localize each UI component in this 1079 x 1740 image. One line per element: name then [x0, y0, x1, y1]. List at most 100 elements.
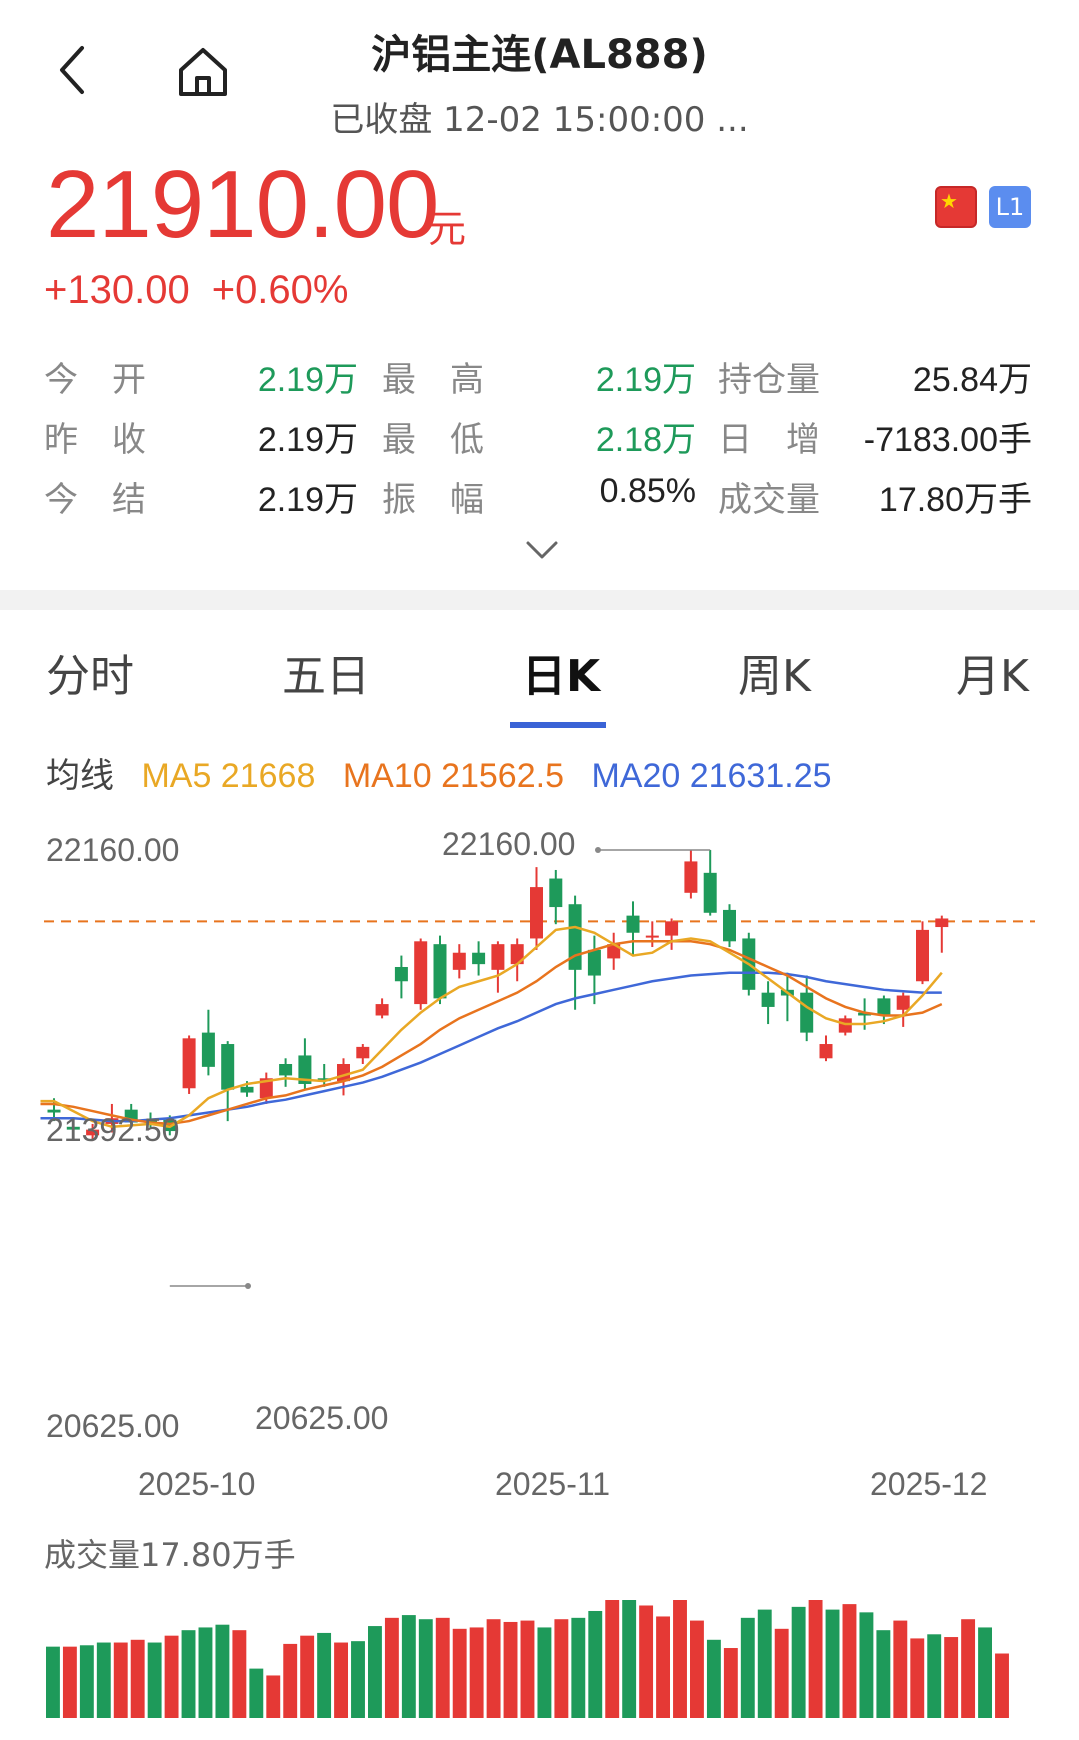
volume-bar: [740, 1617, 755, 1718]
volume-bar: [418, 1619, 433, 1718]
tab-daily-k[interactable]: 日K: [522, 651, 601, 702]
tab-weekly-k[interactable]: 周K: [738, 651, 811, 702]
amplitude-label: 振 幅: [382, 480, 484, 520]
candle-body: [877, 998, 891, 1016]
volume-bar: [164, 1635, 179, 1718]
volume-bar: [130, 1639, 145, 1718]
change-value: +130.00: [44, 268, 190, 312]
volume-bar: [215, 1624, 230, 1718]
volume-bar: [79, 1645, 94, 1718]
candle-body: [144, 1119, 157, 1123]
candle-body: [916, 929, 929, 982]
candle-body: [665, 921, 679, 936]
volume-bar: [537, 1627, 552, 1718]
volume-bar: [334, 1642, 349, 1718]
volume-bar: [554, 1619, 569, 1718]
y-axis-bottom: 20625.00: [46, 1408, 180, 1444]
open-label: 今 开: [44, 360, 146, 400]
volume-bar: [808, 1600, 823, 1718]
y-axis-mid: 21392.50: [46, 1112, 180, 1148]
min-marker-dot: [245, 1283, 251, 1289]
daily-increase-value: -7183.00手: [863, 421, 1032, 459]
volume-bar: [249, 1668, 264, 1718]
tab-five-day[interactable]: 五日: [282, 651, 370, 702]
candle-body: [549, 878, 563, 908]
high-label: 最 高: [382, 360, 484, 400]
volume-bar: [147, 1642, 162, 1718]
volume-bar: [232, 1630, 247, 1718]
volume-bar: [368, 1626, 382, 1718]
volume-bar: [656, 1616, 671, 1718]
volume-bar: [588, 1610, 603, 1718]
volume-bar: [113, 1642, 128, 1718]
volume-bar: [401, 1615, 416, 1718]
tab-monthly-k[interactable]: 月K: [956, 651, 1029, 702]
level-badge[interactable]: L1: [989, 186, 1031, 228]
prev-close-value: 2.19万: [257, 421, 358, 459]
candle-body: [182, 1038, 196, 1089]
volume-bar: [927, 1634, 942, 1718]
page-title: 沪铝主连(AL888): [371, 32, 708, 78]
volume-bar: [266, 1675, 281, 1718]
volume-bar: [300, 1635, 315, 1718]
volume-bar: [893, 1620, 908, 1718]
volume-value: 17.80万手: [878, 481, 1032, 519]
volume-bar: [876, 1630, 891, 1718]
volume-bar: [571, 1617, 586, 1718]
max-price-marker: 22160.00: [442, 826, 576, 862]
volume-bar: [842, 1604, 857, 1718]
candlestick-chart[interactable]: [0, 820, 1079, 1520]
min-price-marker: 20625.00: [255, 1400, 389, 1436]
volume-label: 成交量: [718, 480, 820, 520]
volume-bar: [469, 1627, 484, 1718]
expand-button[interactable]: [524, 538, 560, 562]
volume-chart[interactable]: [0, 1560, 1079, 1740]
ma10-line: [40, 940, 943, 1126]
china-flag-icon: ★: [935, 186, 977, 228]
volume-bar: [961, 1619, 976, 1718]
max-marker-dot: [595, 847, 601, 853]
candle-body: [259, 1078, 273, 1099]
candle-body: [86, 1129, 100, 1136]
candle-body: [414, 941, 428, 1005]
candle-body: [684, 861, 698, 893]
candle-body: [510, 944, 524, 965]
low-value: 2.18万: [595, 421, 696, 459]
home-button[interactable]: [175, 44, 231, 100]
ma-legend: 均线 MA5 21668 MA10 21562.5 MA20 21631.25: [46, 748, 850, 797]
volume-bar: [910, 1638, 925, 1718]
prev-close-label: 昨 收: [44, 420, 146, 460]
ma-label: 均线: [46, 757, 114, 795]
low-label: 最 低: [382, 420, 484, 460]
open-interest-label: 持仓量: [718, 360, 820, 400]
candle-body: [838, 1018, 852, 1033]
ma20-value: MA20 21631.25: [591, 757, 832, 795]
volume-bar: [723, 1648, 738, 1718]
volume-bar: [622, 1600, 637, 1718]
x-tick-oct: 2025-10: [138, 1466, 256, 1502]
y-axis-top: 22160.00: [46, 832, 180, 868]
volume-bar: [673, 1600, 687, 1718]
market-status: 已收盘 12-02 15:00:00 ...: [330, 100, 749, 140]
settle-value: 2.19万: [257, 481, 358, 519]
amplitude-value: 0.85%: [599, 472, 696, 510]
volume-bar: [706, 1639, 721, 1718]
volume-bar: [384, 1617, 399, 1718]
tab-intraday[interactable]: 分时: [46, 651, 134, 702]
volume-bar: [452, 1628, 467, 1718]
candle-body: [607, 944, 621, 959]
price-change: +130.00 +0.60%: [44, 268, 348, 313]
open-interest-value: 25.84万: [912, 361, 1032, 399]
candle-body: [240, 1086, 254, 1093]
candle-body: [279, 1064, 293, 1076]
candle-body: [645, 935, 659, 938]
back-button[interactable]: [52, 40, 92, 100]
x-tick-dec: 2025-12: [870, 1466, 988, 1502]
open-value: 2.19万: [257, 361, 358, 399]
last-price: 21910.00: [46, 151, 439, 258]
volume-bar: [639, 1605, 654, 1718]
daily-increase-label: 日 增: [718, 420, 820, 460]
volume-bar: [757, 1609, 772, 1718]
candle-body: [935, 918, 949, 928]
volume-bar: [62, 1646, 77, 1718]
